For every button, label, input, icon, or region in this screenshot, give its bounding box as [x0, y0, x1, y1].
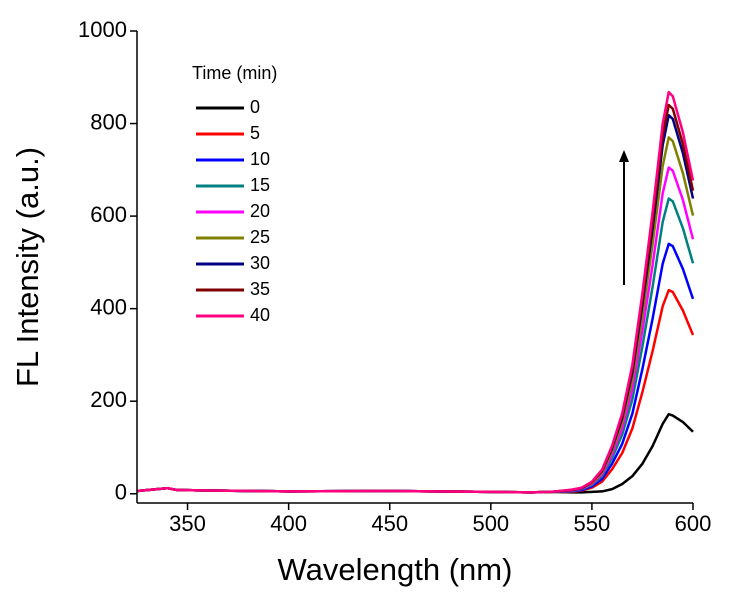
x-tick-label: 400: [270, 511, 307, 536]
series-line: [136, 90, 695, 494]
y-tick-label: 200: [90, 387, 127, 412]
y-axis-label: FL Intensity (a.u.): [10, 147, 45, 387]
y-tick-label: 800: [90, 109, 127, 134]
legend-label: 20: [250, 201, 270, 221]
x-tick-label: 600: [675, 511, 712, 536]
x-tick-label: 550: [574, 511, 611, 536]
series-line: [136, 103, 695, 494]
legend-label: 0: [250, 97, 260, 117]
legend-label: 25: [250, 227, 270, 247]
legend-label: 15: [250, 175, 270, 195]
legend-title: Time (min): [192, 63, 277, 83]
x-axis-label: Wavelength (nm): [278, 552, 513, 587]
x-tick-label: 350: [169, 511, 206, 536]
y-tick-label: 600: [90, 202, 127, 227]
y-tick-label: 1000: [78, 17, 127, 42]
legend-label: 5: [250, 123, 260, 143]
legend-label: 30: [250, 253, 270, 273]
arrow-head: [619, 150, 629, 162]
y-tick-label: 0: [115, 480, 127, 505]
series-line: [136, 197, 695, 494]
x-tick-label: 450: [371, 511, 408, 536]
legend-label: 10: [250, 149, 270, 169]
y-tick-label: 400: [90, 294, 127, 319]
series-line: [136, 113, 695, 494]
series-line: [136, 166, 695, 494]
legend-label: 40: [250, 305, 270, 325]
legend-label: 35: [250, 279, 270, 299]
x-tick-label: 500: [472, 511, 509, 536]
